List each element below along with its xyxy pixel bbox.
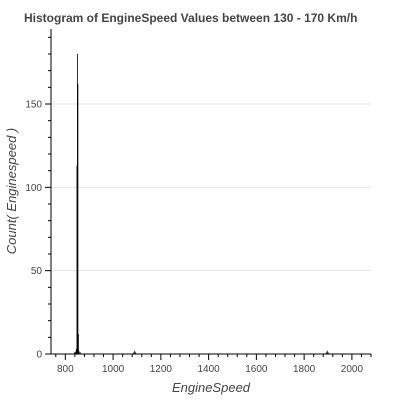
bars: [74, 54, 329, 354]
y-tick-label: 0: [36, 350, 42, 361]
histogram-bar: [74, 352, 75, 354]
y-tick-label: 150: [25, 100, 42, 111]
histogram-bar: [76, 165, 78, 354]
histogram-bar: [78, 352, 80, 354]
histogram-bar: [76, 349, 77, 354]
histogram-bar: [134, 350, 136, 354]
histogram-bar: [77, 334, 79, 354]
x-ticks: 800 1000 1200 1400 1600 1800 2000: [55, 354, 372, 375]
histogram-bar: [135, 352, 137, 354]
x-tick-label: 1000: [102, 364, 125, 375]
x-tick-label: 1400: [197, 364, 220, 375]
histogram-bar: [79, 352, 81, 354]
y-tick-label: 50: [31, 266, 43, 277]
y-tick-label: 100: [25, 183, 42, 194]
x-axis-label: EngineSpeed: [172, 380, 251, 395]
histogram-bar: [325, 352, 327, 354]
chart-title: Histogram of EngineSpeed Values between …: [24, 11, 357, 25]
x-tick-label: 1600: [245, 364, 268, 375]
y-ticks: 0 50 100 150: [25, 36, 51, 361]
histogram-bar: [326, 350, 328, 354]
grid: [51, 103, 371, 272]
histogram-bar: [77, 84, 79, 354]
axes: [50, 29, 371, 355]
x-tick-label: 2000: [341, 364, 364, 375]
x-tick-label: 1200: [150, 364, 173, 375]
histogram-bar: [74, 352, 76, 354]
histogram-bar: [77, 54, 78, 354]
histogram-bar: [78, 350, 80, 354]
y-axis-label: Count( Enginespeed ): [4, 128, 19, 254]
histogram-bar: [133, 352, 135, 354]
x-tick-label: 1800: [293, 364, 316, 375]
x-tick-label: 800: [57, 364, 74, 375]
histogram-bar: [327, 352, 329, 354]
histogram-bar: [75, 352, 76, 354]
histogram-bar: [75, 350, 77, 354]
